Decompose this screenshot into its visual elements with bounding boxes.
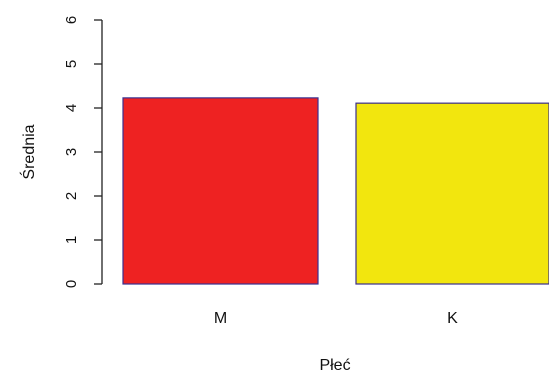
x-tick-label: M <box>214 310 227 327</box>
y-tick-label: 3 <box>63 148 80 156</box>
x-tick-label: K <box>447 310 458 327</box>
y-tick-label: 0 <box>63 280 80 288</box>
y-tick-label: 5 <box>63 60 80 68</box>
y-axis: 0 1 2 3 4 5 6 <box>63 16 103 288</box>
y-ticks: 0 1 2 3 4 5 6 <box>63 16 102 288</box>
y-tick-label: 6 <box>63 16 80 24</box>
bar-K <box>355 102 549 285</box>
bar-M <box>122 97 319 285</box>
y-tick-label: 1 <box>63 236 80 244</box>
y-tick-label: 2 <box>63 192 80 200</box>
y-axis-title: Średnia <box>19 124 38 179</box>
bars <box>122 97 549 285</box>
y-tick-label: 4 <box>63 104 80 112</box>
x-axis-title: Płeć <box>319 357 350 374</box>
